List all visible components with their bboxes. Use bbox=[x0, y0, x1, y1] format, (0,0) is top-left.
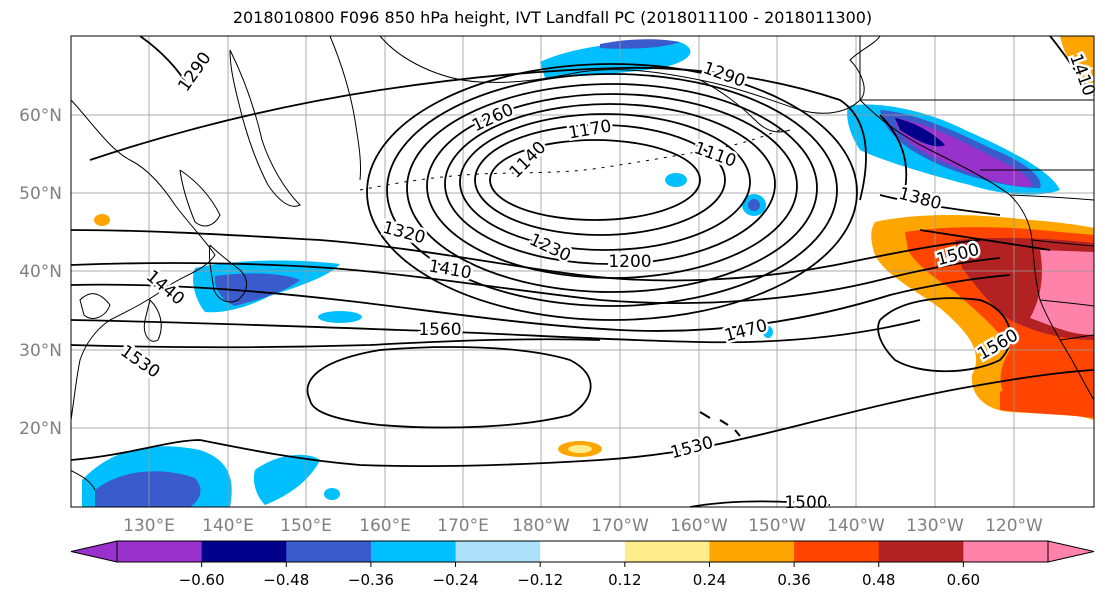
latitude-label: 40°N bbox=[19, 262, 62, 282]
latitude-labels: 60°N 50°N 40°N 30°N 20°N bbox=[19, 106, 62, 439]
colorbar-segment bbox=[201, 541, 287, 562]
colorbar-segment bbox=[455, 541, 541, 562]
map-title: 2018010800 F096 850 hPa height, IVT Land… bbox=[232, 8, 873, 27]
colorbar-tick-label: −0.60 bbox=[179, 571, 225, 589]
colorbar-tick-label: 0.48 bbox=[862, 571, 895, 589]
latitude-label: 20°N bbox=[19, 419, 62, 439]
colorbar-tick-label: −0.12 bbox=[517, 571, 563, 589]
colorbar-segment bbox=[878, 541, 964, 562]
longitude-labels: 130°E 140°E 150°E 160°E 170°E 180°W 170°W 160°W… bbox=[123, 516, 1043, 536]
latitude-label: 50°N bbox=[19, 184, 62, 204]
colorbar-segment bbox=[624, 541, 710, 562]
colorbar-tick-label: 0.36 bbox=[777, 571, 810, 589]
colorbar-segment bbox=[370, 541, 457, 562]
longitude-label: 170°E bbox=[437, 516, 489, 536]
colorbar-extend-low bbox=[70, 540, 118, 563]
latitude-label: 60°N bbox=[19, 106, 62, 126]
colorbar: −0.60 −0.48 −0.36 −0.24 −0.12 0.12 0.24 0.36 0.4… bbox=[70, 540, 1095, 589]
longitude-label: 170°W bbox=[591, 516, 649, 536]
longitude-label: 120°W bbox=[985, 516, 1043, 536]
contour-label: 1200 bbox=[608, 252, 651, 272]
longitude-label: 180°W bbox=[512, 516, 570, 536]
colorbar-segment bbox=[963, 541, 1049, 562]
longitude-label: 130°E bbox=[123, 516, 175, 536]
colorbar-segment bbox=[540, 541, 626, 562]
longitude-label: 160°W bbox=[670, 516, 728, 536]
longitude-label: 160°E bbox=[359, 516, 411, 536]
latitude-label: 30°N bbox=[19, 341, 62, 361]
longitude-label: 130°W bbox=[906, 516, 964, 536]
colorbar-segment bbox=[286, 541, 372, 562]
colorbar-segment bbox=[117, 541, 203, 562]
longitude-label: 150°W bbox=[748, 516, 806, 536]
longitude-label: 150°E bbox=[280, 516, 332, 536]
colorbar-segment bbox=[794, 541, 880, 562]
colorbar-tick-label: 0.12 bbox=[608, 571, 641, 589]
colorbar-tick-label: −0.48 bbox=[263, 571, 309, 589]
colorbar-tick-label: −0.24 bbox=[433, 571, 479, 589]
colorbar-extend-high bbox=[1047, 540, 1095, 563]
colorbar-tick-label: −0.36 bbox=[348, 571, 394, 589]
coastlines bbox=[71, 36, 1094, 491]
contour-label: 1500 bbox=[784, 493, 827, 513]
colorbar-tick-label: 0.24 bbox=[693, 571, 726, 589]
colorbar-tick-label: 0.60 bbox=[947, 571, 980, 589]
contour-label: 1560 bbox=[418, 320, 461, 340]
colorbar-frame bbox=[116, 540, 1049, 563]
longitude-label: 140°W bbox=[827, 516, 885, 536]
longitude-label: 140°E bbox=[202, 516, 254, 536]
height-contours bbox=[71, 36, 1094, 507]
map-frame bbox=[70, 35, 1095, 508]
colorbar-segment bbox=[709, 541, 795, 562]
